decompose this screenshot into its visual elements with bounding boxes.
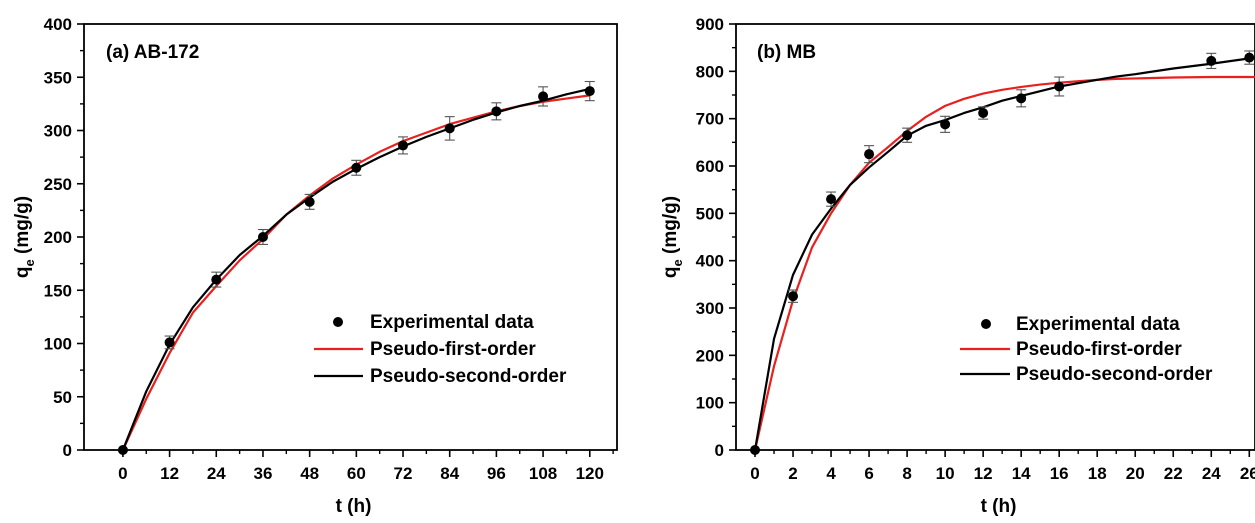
x-tick-label: 18	[1088, 464, 1107, 483]
y-tick-label: 400	[696, 252, 724, 271]
data-point	[164, 337, 175, 348]
x-tick-label: 24	[1202, 464, 1221, 483]
data-point	[788, 291, 799, 302]
x-tick-label: 12	[160, 464, 179, 483]
legend-label: Experimental data	[1016, 314, 1180, 335]
x-axis-label: t (h)	[981, 496, 1017, 517]
y-axis-label-subscript: e	[22, 259, 37, 266]
pseudo-second-order-curve	[753, 56, 1255, 450]
x-tick-label: 20	[1126, 464, 1145, 483]
x-tick-label: 22	[1164, 464, 1183, 483]
legend-label: Pseudo-second-order	[1016, 364, 1213, 385]
y-axis-label-unit: (mg/g)	[12, 196, 33, 259]
y-tick-label: 100	[44, 335, 72, 354]
x-tick-label: 60	[347, 464, 366, 483]
y-tick-label: 300	[696, 299, 724, 318]
x-axis-label: t (h)	[336, 496, 372, 517]
y-tick-label: 300	[44, 122, 72, 141]
plot-frame	[735, 23, 1255, 451]
y-tick-label: 200	[696, 346, 724, 365]
x-tick-label: 36	[254, 464, 273, 483]
y-tick-label: 250	[44, 175, 72, 194]
legend-label: Experimental data	[370, 312, 534, 333]
x-tick-label: 0	[750, 464, 759, 483]
legend-marker-experimental	[981, 319, 991, 329]
data-point	[1244, 52, 1255, 63]
pseudo-first-order-curve	[753, 75, 1255, 450]
y-tick-label: 150	[44, 281, 72, 300]
y-axis-label-symbol: q	[12, 266, 33, 278]
data-point	[584, 86, 595, 97]
pseudo-second-order-curve	[121, 87, 591, 450]
x-tick-label: 26	[1240, 464, 1255, 483]
y-axis-label-unit: (mg/g)	[660, 196, 681, 259]
x-tick-label: 108	[529, 464, 557, 483]
legend-label: Pseudo-first-order	[1016, 339, 1182, 360]
curves	[753, 56, 1255, 450]
x-tick-label: 96	[487, 464, 506, 483]
x-tick-label: 14	[1012, 464, 1031, 483]
legend-label: Pseudo-second-order	[370, 366, 567, 387]
x-tick-label: 72	[394, 464, 413, 483]
y-tick-label: 0	[715, 441, 724, 460]
y-axis-label-subscript: e	[670, 259, 685, 266]
legend-marker-experimental	[333, 317, 343, 327]
x-tick-label: 48	[300, 464, 319, 483]
y-tick-label: 900	[696, 15, 724, 34]
y-axis-label-symbol: q	[660, 266, 681, 278]
curves	[121, 87, 591, 450]
data-point	[398, 140, 409, 151]
x-tick-label: 8	[902, 464, 911, 483]
y-tick-label: 0	[63, 441, 72, 460]
data-point	[351, 162, 362, 173]
data-point	[211, 274, 222, 285]
panel-title: (a) AB-172	[106, 42, 199, 63]
data-point	[304, 196, 315, 207]
data-point	[444, 123, 455, 134]
data-point	[978, 107, 989, 118]
y-tick-label: 50	[53, 388, 72, 407]
data-point	[750, 445, 761, 455]
x-tick-label: 16	[1050, 464, 1069, 483]
y-axis-label: qe (mg/g)	[660, 196, 685, 278]
x-tick-label: 10	[936, 464, 955, 483]
y-tick-label: 500	[696, 204, 724, 223]
data-point	[1016, 93, 1027, 104]
data-point	[940, 119, 951, 130]
y-tick-label: 800	[696, 62, 724, 81]
x-tick-label: 2	[788, 464, 797, 483]
legend: Experimental data Pseudo-first-order Pseud…	[960, 314, 1213, 385]
x-tick-label: 12	[974, 464, 993, 483]
data-point	[491, 106, 502, 117]
data-point	[902, 130, 913, 141]
data-point	[538, 91, 549, 102]
y-tick-label: 400	[44, 15, 72, 34]
x-tick-label: 4	[826, 464, 836, 483]
y-tick-label: 200	[44, 228, 72, 247]
data-point	[1206, 55, 1217, 66]
data-point	[864, 149, 875, 160]
chart-panel-0: 0 50 100 150 200 250 300 350 400 0 12 24 36 48 60 72 84 9…	[12, 15, 618, 517]
plot-frame	[83, 23, 618, 451]
y-tick-label: 100	[696, 394, 724, 413]
x-tick-label: 24	[207, 464, 226, 483]
x-tick-label: 0	[118, 464, 127, 483]
data-point	[826, 194, 837, 205]
data-point	[1054, 81, 1065, 92]
legend: Experimental data Pseudo-first-order Pseud…	[314, 312, 567, 387]
y-axis-label: qe (mg/g)	[12, 196, 37, 278]
pseudo-first-order-curve	[121, 94, 590, 450]
x-tick-label: 120	[576, 464, 604, 483]
data-point	[257, 232, 268, 242]
legend-label: Pseudo-first-order	[370, 339, 536, 360]
y-tick-label: 600	[696, 157, 724, 176]
panel-title: (b) MB	[757, 42, 816, 63]
y-tick-label: 700	[696, 110, 724, 129]
data-point	[117, 445, 128, 455]
y-tick-label: 350	[44, 68, 72, 87]
x-tick-label: 84	[440, 464, 459, 483]
x-tick-label: 6	[864, 464, 873, 483]
